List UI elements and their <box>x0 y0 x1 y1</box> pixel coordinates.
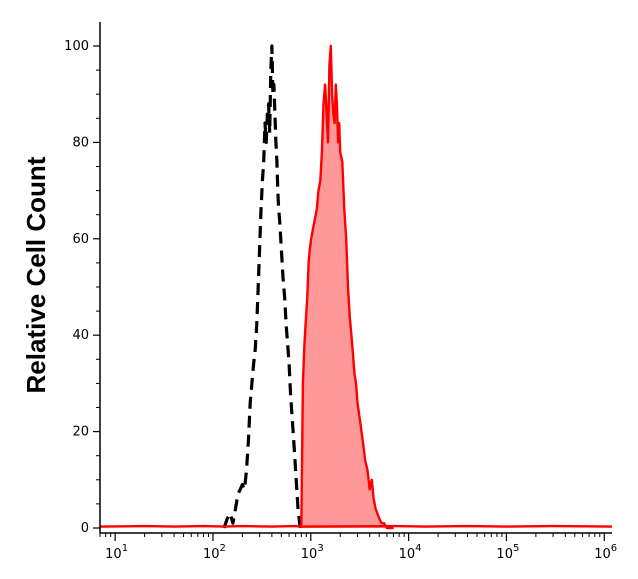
y-tick-label: 40 <box>72 328 89 343</box>
x-tick-label: 106 <box>594 543 617 562</box>
y-tick-label: 80 <box>72 135 89 150</box>
y-tick-label: 60 <box>72 232 89 247</box>
ticks-layer: 0 20 40 60 80 100 101 102 103 104 105 106 <box>64 39 617 562</box>
series-1-line <box>300 44 394 530</box>
x-tick-label: 101 <box>105 543 128 562</box>
x-tick-label: 103 <box>301 543 324 562</box>
series-layer <box>99 44 613 530</box>
series-0-line <box>222 44 302 529</box>
y-tick-label: 100 <box>64 39 89 54</box>
axes-layer <box>99 22 612 534</box>
y-axis-label: Relative Cell Count <box>21 156 51 393</box>
x-tick-label: 104 <box>399 543 422 562</box>
series-2-line <box>99 524 613 528</box>
x-tick-label: 102 <box>203 543 226 562</box>
y-tick-label: 0 <box>81 521 89 536</box>
x-tick-label: 105 <box>496 543 519 562</box>
y-tick-label: 20 <box>72 425 89 440</box>
